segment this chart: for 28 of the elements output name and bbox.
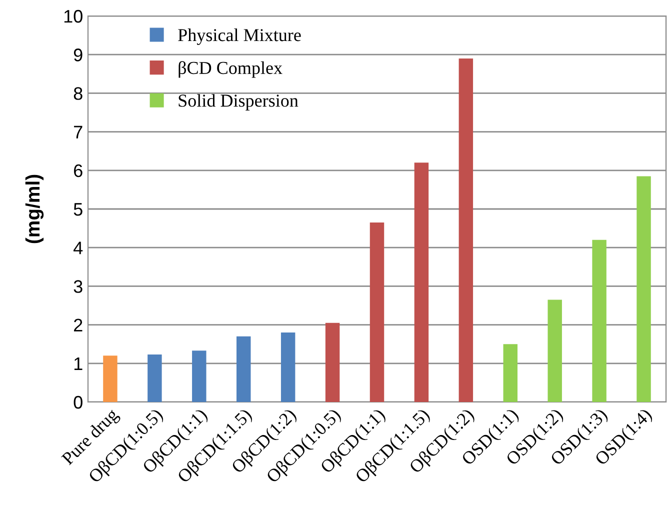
bar xyxy=(592,240,606,402)
legend-label: Physical Mixture xyxy=(178,28,301,45)
y-tick-label: 5 xyxy=(74,203,82,216)
y-tick-label: 9 xyxy=(74,48,82,62)
bar xyxy=(236,336,251,402)
bar xyxy=(414,162,429,402)
y-tick-label: 8 xyxy=(74,87,82,100)
bar xyxy=(148,354,162,402)
y-axis-title: (mg/ml) xyxy=(25,174,44,244)
bar xyxy=(370,222,384,402)
bar xyxy=(280,332,296,402)
bar xyxy=(325,322,340,402)
y-tick-label: 10 xyxy=(64,10,82,23)
bar xyxy=(103,356,118,402)
legend-label: βCD Complex xyxy=(178,61,282,78)
bar xyxy=(503,344,518,402)
y-tick-label: 2 xyxy=(74,318,82,332)
bar xyxy=(458,58,474,402)
bar xyxy=(192,350,206,402)
y-tick-label: 7 xyxy=(74,126,82,138)
y-tick-label: 6 xyxy=(74,164,82,178)
legend-label: Solid Dispersion xyxy=(178,94,298,110)
bar xyxy=(548,300,562,402)
bar xyxy=(636,176,651,402)
y-tick-label: 0 xyxy=(74,396,82,409)
y-tick-label: 4 xyxy=(74,242,83,254)
y-tick-label: 1 xyxy=(74,358,82,370)
y-tick-label: 3 xyxy=(74,280,82,293)
